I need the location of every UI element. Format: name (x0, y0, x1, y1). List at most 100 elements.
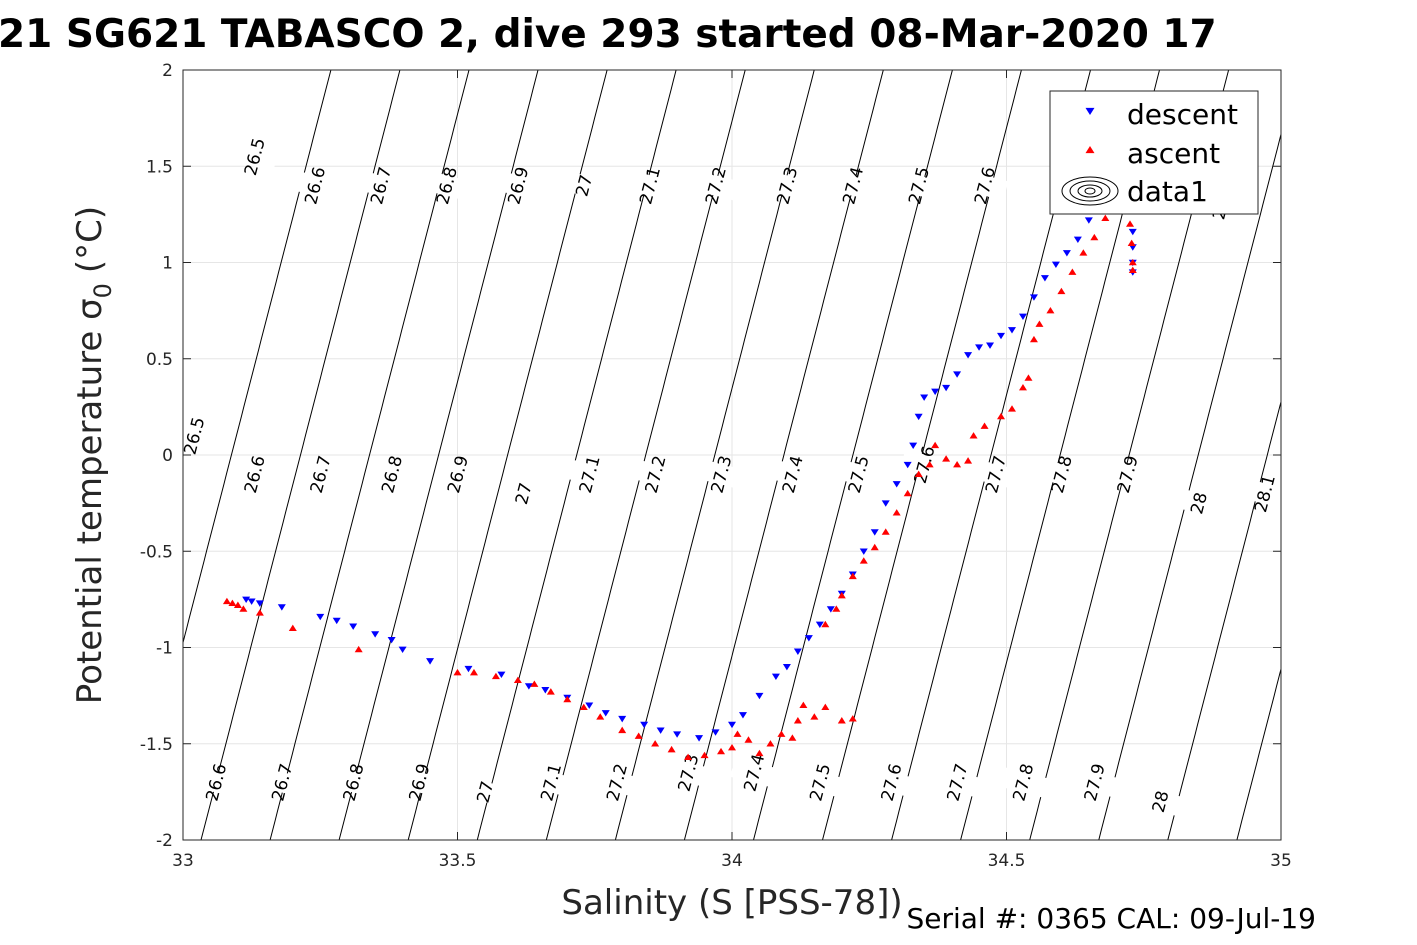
descent-point (695, 735, 704, 742)
ascent-point (1007, 405, 1016, 412)
descent-point (782, 663, 791, 671)
descent-point (1062, 250, 1071, 257)
descent-point (909, 442, 918, 449)
ascent-point (837, 591, 846, 599)
density-contour-26.6 (200, 70, 401, 840)
ascent-point (942, 455, 951, 462)
ascent-point (728, 744, 736, 751)
contour-label-gap (900, 449, 948, 480)
contour-label-gap (565, 459, 614, 490)
density-contour-26.7 (269, 70, 470, 840)
contour-label-gap (230, 141, 279, 172)
contour-label-gap (230, 459, 279, 490)
ascent-point (881, 528, 890, 535)
ascent-point (255, 609, 264, 616)
y-tick-label: -1.5 (140, 735, 173, 755)
contour-label-gap (999, 767, 1047, 798)
descent-point (1084, 217, 1093, 224)
contour-label-gap (664, 757, 712, 788)
descent-point (892, 481, 901, 488)
density-contour-27.2 (614, 70, 815, 840)
descent-point (387, 637, 396, 644)
descent-point (1018, 313, 1027, 320)
ascent-point (288, 624, 297, 632)
contour-label-gap (1037, 459, 1086, 490)
descent-point (975, 344, 984, 351)
ascent-point (931, 441, 940, 449)
contour-label-gap (290, 170, 339, 201)
ascent-point (546, 688, 555, 695)
ascent-point (980, 422, 989, 429)
descent-point (524, 683, 533, 690)
descent-point (673, 731, 682, 738)
ascent-point (969, 432, 978, 439)
contour-label-gap (356, 170, 405, 201)
descent-point (1051, 261, 1060, 269)
descent-point (426, 658, 435, 665)
ascent-point (579, 703, 588, 710)
contour-label-gap (768, 459, 817, 490)
descent-point (920, 394, 929, 401)
descent-point (815, 621, 824, 628)
ascent-point (239, 605, 248, 612)
contour-label-gap (867, 767, 916, 798)
x-tick-label: 34 (721, 851, 743, 871)
contour-label-gap (329, 767, 377, 798)
contour-label-gap (592, 767, 641, 798)
descent-legend-marker (1085, 107, 1095, 116)
descent-point (585, 702, 594, 709)
ascent-point (530, 680, 539, 687)
y-axis-label: Potential temperature σ0 (°C) (70, 206, 117, 704)
ascent-point (799, 701, 808, 709)
contour-label-gap (796, 767, 844, 798)
density-contour-26.9 (407, 70, 608, 840)
descent-point (755, 692, 764, 700)
density-contour-27.1 (545, 70, 746, 840)
ascent-point (788, 734, 797, 741)
descent-point (618, 715, 627, 723)
ascent-point (1018, 384, 1027, 391)
descent-point (1040, 275, 1049, 282)
contour-label-gap (730, 757, 778, 788)
axis-ticks: 33 33.5 34 34.5 35 2 1.5 1 0.5 0 -0.5 -1 -1.5 -2 (140, 61, 1292, 871)
ascent-point (733, 730, 742, 737)
descent-point (986, 342, 995, 349)
descent-point (316, 613, 325, 621)
ascent-point (925, 461, 934, 468)
contour-label-gap (422, 170, 471, 201)
contour-label-gap (894, 170, 943, 201)
density-contour-26.8 (338, 70, 539, 840)
contour-label-gap (691, 170, 740, 201)
ascent-point (903, 489, 912, 497)
contour-label-gap (1136, 786, 1185, 817)
contour-label-gap (631, 459, 679, 490)
svg-text:Potential temperature σ0(°C): Potential temperature σ0 (°C) (70, 206, 117, 704)
contour-label-gap (499, 478, 548, 509)
descent-point (903, 461, 912, 469)
ascent-point (222, 597, 231, 605)
descent-point (464, 665, 473, 673)
ascent-point (821, 620, 830, 628)
contour-label-gap (625, 170, 674, 201)
contour-label-gap (971, 459, 1020, 490)
y-tick-label: 0 (162, 446, 173, 466)
contour-label-gap (395, 767, 443, 798)
ascent-point (717, 747, 726, 755)
contour-label-gap (1103, 459, 1152, 490)
contour-label-gap (170, 420, 218, 451)
legend-label-data1: data1 (1127, 175, 1208, 208)
y-tick-label: 0.5 (146, 350, 173, 370)
contour-label-gap (697, 459, 745, 490)
ascent-point (667, 745, 676, 753)
ascent-point (1035, 320, 1044, 327)
ascent-point (634, 732, 643, 739)
density-contour-27.9 (1098, 132, 1281, 840)
descent-point (931, 388, 940, 396)
ascent-point (1046, 307, 1055, 314)
ascent-legend-marker (1085, 145, 1095, 154)
density-contour-28 (1167, 399, 1281, 840)
contour-label-gap (433, 459, 482, 490)
descent-point (870, 529, 879, 536)
contour-label-gap (296, 459, 345, 490)
x-tick-label: 33.5 (439, 851, 477, 871)
